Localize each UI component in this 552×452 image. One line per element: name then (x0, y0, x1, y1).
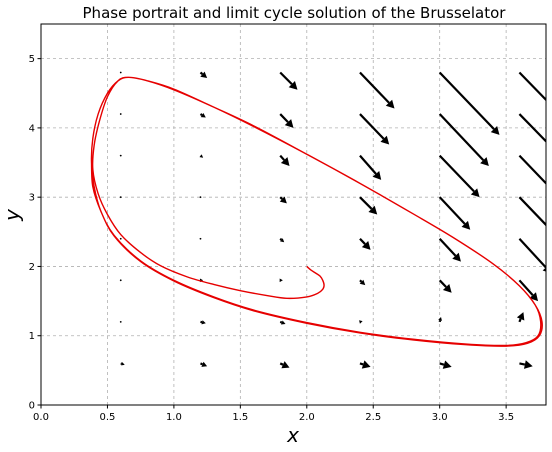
vector-arrow (359, 279, 366, 286)
vector-arrow (279, 154, 290, 167)
vector-arrow (439, 360, 452, 369)
vector-arrow (359, 237, 371, 250)
vector-arrow (518, 113, 546, 143)
trajectory-line (90, 76, 543, 347)
y-tick-label: 3 (29, 193, 35, 204)
y-tick-label: 0 (29, 401, 35, 412)
vector-arrow (518, 71, 546, 102)
vector-arrow (359, 113, 390, 145)
vector-arrow (200, 361, 208, 367)
vector-arrow (279, 320, 286, 325)
vector-arrow (438, 196, 471, 230)
vector-arrow (359, 320, 363, 324)
x-tick-label: 0.0 (33, 412, 49, 423)
vector-arrow (438, 154, 480, 198)
x-tick-label: 3.5 (498, 412, 514, 423)
vector-arrow (279, 361, 290, 369)
x-axis-label: x (286, 423, 299, 447)
vector-arrow (438, 71, 500, 135)
vector-arrow (359, 154, 382, 180)
vector-arrow (359, 71, 395, 109)
vector-arrow (438, 113, 489, 167)
vector-arrow (119, 113, 122, 115)
vector-arrow (199, 196, 202, 199)
vector-arrow (518, 196, 546, 227)
vector-arrow (518, 238, 546, 272)
vector-arrow (519, 360, 533, 369)
vector-arrow (279, 196, 287, 204)
trajectory-layer (90, 76, 543, 347)
vector-arrow (199, 71, 208, 79)
x-tick-label: 2.5 (365, 412, 381, 423)
vector-arrow (279, 237, 285, 243)
y-axis-label: y (0, 208, 24, 222)
y-axis-ticks: 0 1 2 3 4 5 (29, 54, 41, 412)
vector-arrow (279, 71, 298, 90)
vector-arrow (438, 237, 461, 262)
vector-arrow (516, 312, 525, 323)
vector-arrow (119, 279, 122, 282)
vector-arrow (518, 279, 539, 302)
vector-field (119, 71, 546, 369)
vector-arrow (199, 113, 206, 118)
x-axis-ticks: 0.0 0.5 1.0 1.5 2.0 2.5 3.0 3.5 (33, 405, 514, 423)
vector-arrow (199, 154, 204, 158)
vector-arrow (199, 237, 202, 240)
x-tick-label: 0.5 (99, 412, 115, 423)
y-tick-label: 5 (29, 54, 35, 65)
vector-arrow (359, 196, 378, 215)
vector-arrow (518, 154, 546, 185)
vector-arrow (200, 320, 206, 325)
vector-arrow (120, 362, 125, 366)
vector-arrow (279, 113, 294, 128)
vector-arrow (119, 71, 122, 74)
y-tick-label: 2 (29, 262, 35, 273)
y-tick-label: 4 (29, 123, 35, 134)
vector-arrow (279, 278, 283, 283)
vector-arrow (119, 154, 122, 157)
x-tick-label: 1.0 (166, 412, 182, 423)
vector-arrow (119, 196, 122, 199)
x-tick-label: 3.0 (432, 412, 448, 423)
vector-arrow (438, 317, 442, 323)
vector-arrow (359, 360, 371, 369)
x-tick-label: 2.0 (299, 412, 315, 423)
plot-frame (40, 23, 547, 406)
vector-arrow (119, 237, 122, 240)
vector-arrow (119, 320, 122, 323)
vector-arrow (438, 279, 452, 293)
chart-title: Phase portrait and limit cycle solution … (83, 4, 507, 22)
y-tick-label: 1 (29, 331, 35, 342)
x-tick-label: 1.5 (232, 412, 248, 423)
